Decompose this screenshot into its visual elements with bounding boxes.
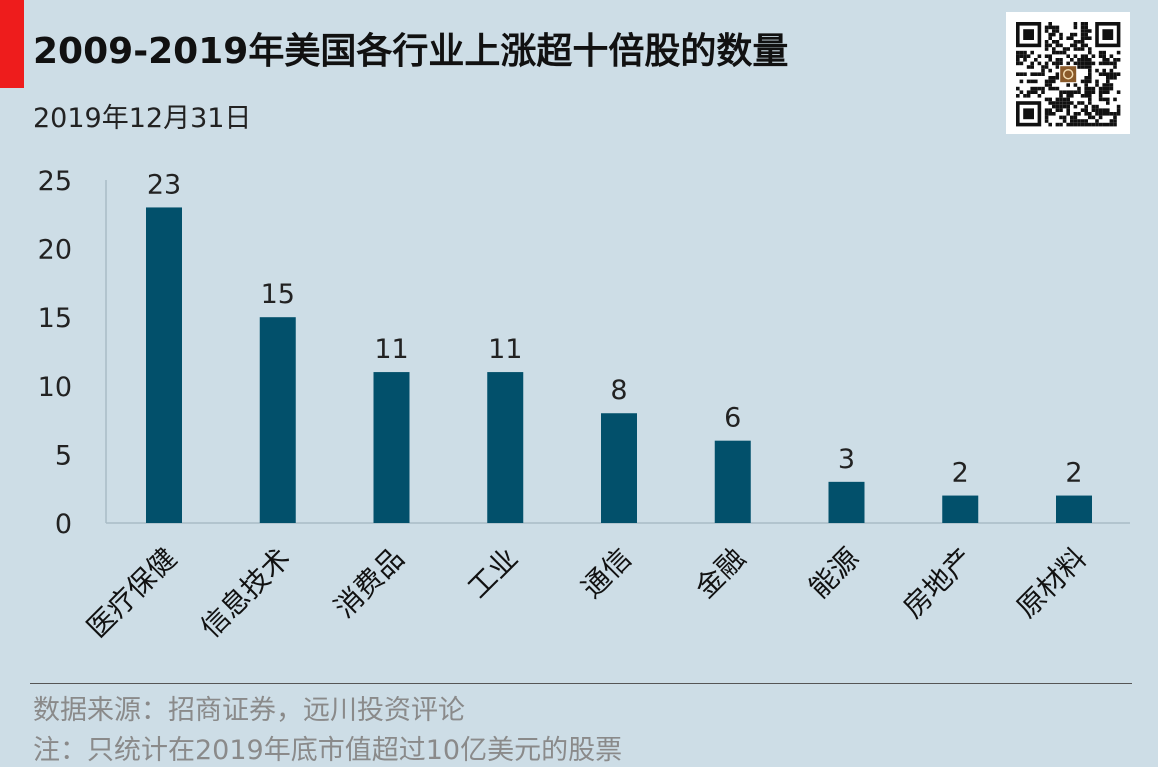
bar-chart: 0 5 10 15 20 25 23 医疗保健 15 信息技术 11 消费品 11 工业 8 通信 6 金融 3 能源… — [38, 166, 1130, 645]
bar — [1056, 495, 1092, 523]
bar — [828, 481, 865, 523]
bar — [942, 495, 979, 523]
qr-code-icon — [1006, 12, 1130, 134]
data-label: 15 — [261, 279, 295, 310]
footer-divider — [30, 683, 1132, 684]
chart-title: 2009-2019年美国各行业上涨超十倍股的数量 — [33, 31, 789, 72]
x-tick-label: 房地产 — [896, 542, 979, 625]
y-tick-label: 10 — [38, 372, 72, 403]
bar — [714, 440, 751, 523]
x-tick-label: 能源 — [803, 542, 866, 605]
data-label: 11 — [488, 334, 522, 365]
bar — [601, 413, 637, 523]
x-tick-label: 医疗保健 — [80, 542, 183, 645]
x-tick-label: 工业 — [461, 542, 524, 605]
x-tick-label: 通信 — [575, 542, 638, 605]
y-tick-label: 20 — [38, 235, 72, 266]
bar — [259, 317, 296, 523]
x-tick-label: 金融 — [689, 542, 752, 605]
title-accent-bar — [0, 0, 24, 88]
chart-date: 2019年12月31日 — [33, 103, 252, 134]
x-tick-label: 信息技术 — [194, 542, 297, 645]
data-label: 6 — [724, 403, 741, 434]
y-tick-label: 15 — [38, 303, 72, 334]
y-tick-label: 0 — [55, 509, 72, 540]
bar — [487, 372, 524, 523]
x-tick-label: 原材料 — [1010, 542, 1093, 625]
data-label: 2 — [1065, 458, 1082, 489]
data-label: 11 — [374, 334, 408, 365]
y-tick-label: 25 — [38, 166, 72, 197]
data-source: 数据来源：招商证券，远川投资评论 — [33, 695, 465, 726]
x-tick-label: 消费品 — [328, 542, 411, 625]
bar — [373, 372, 410, 523]
footnote: 注：只统计在2019年底市值超过10亿美元的股票 — [33, 735, 623, 766]
data-label: 23 — [147, 169, 181, 200]
data-label: 8 — [610, 375, 627, 406]
bar — [146, 207, 182, 523]
data-label: 2 — [952, 458, 969, 489]
y-tick-label: 5 — [55, 440, 72, 471]
data-label: 3 — [838, 444, 855, 475]
